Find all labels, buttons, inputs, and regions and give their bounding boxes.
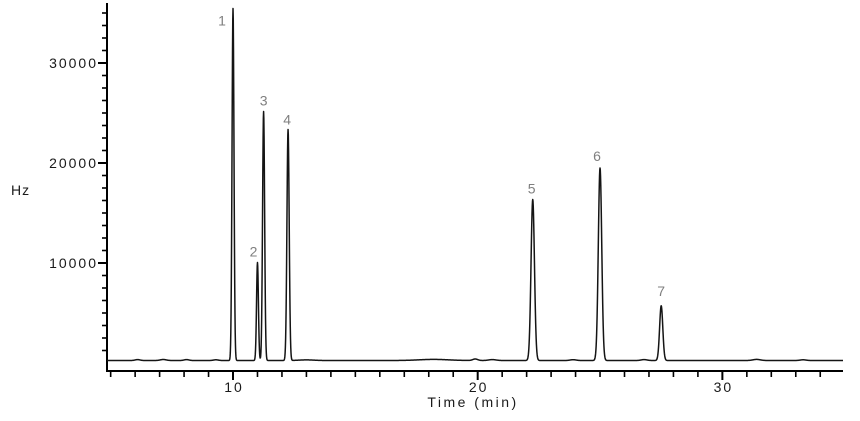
x-axis-tick-label: 20 (469, 379, 489, 395)
peak-label-6: 6 (593, 148, 601, 164)
x-axis-title: Time (min) (427, 394, 519, 410)
peak-label-7: 7 (657, 283, 665, 299)
peak-label-2: 2 (250, 244, 258, 260)
x-axis-tick-label: 10 (224, 379, 244, 395)
chromatogram-trace (106, 7, 844, 362)
peak-label-4: 4 (283, 112, 291, 128)
peak-label-3: 3 (260, 93, 268, 109)
y-axis-tick-label: 20000 (49, 155, 98, 171)
peak-label-1: 1 (218, 13, 226, 29)
y-axis-tick-label: 30000 (49, 55, 98, 71)
x-axis-tick-label: 30 (714, 379, 734, 395)
y-axis-tick-label: 10000 (49, 255, 98, 271)
peak-label-5: 5 (528, 181, 536, 197)
y-axis-unit-label: Hz (11, 182, 31, 198)
